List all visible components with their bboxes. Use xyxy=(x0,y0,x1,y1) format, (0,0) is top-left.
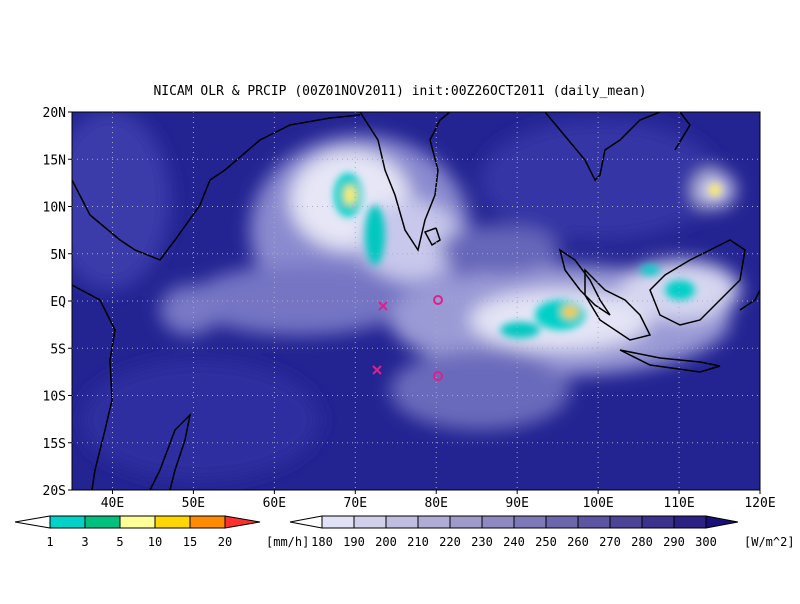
legend-swatch xyxy=(513,515,547,529)
lon-label: 80E xyxy=(424,496,447,511)
legend-swatch xyxy=(154,515,191,529)
x-marker xyxy=(372,365,382,375)
title: NICAM OLR & PRCIP (00Z01NOV2011) init:00… xyxy=(153,84,646,99)
legend-label: 3 xyxy=(81,535,88,549)
lon-label: 110E xyxy=(663,496,694,511)
legend-arrow xyxy=(705,515,739,529)
legend-label: 220 xyxy=(439,535,461,549)
legend-label: 300 xyxy=(695,535,717,549)
legend-label: 270 xyxy=(599,535,621,549)
legend-swatch xyxy=(577,515,611,529)
legend-swatch xyxy=(321,515,355,529)
lat-label: 20S xyxy=(43,484,66,499)
axis-labels: 20N 15N 10N 5N EQ 5S 10S 15S 20S 40E 50E 60E 70E 80E 9… xyxy=(43,106,776,511)
legend-swatch xyxy=(385,515,419,529)
lat-label: 15S xyxy=(43,437,66,452)
legend-swatch xyxy=(189,515,226,529)
legend-swatch xyxy=(449,515,483,529)
lon-label: 60E xyxy=(263,496,286,511)
legend-label: 280 xyxy=(631,535,653,549)
coastlines xyxy=(72,112,760,490)
legend-unit: [W/m^2] xyxy=(744,535,795,549)
lon-label: 50E xyxy=(182,496,205,511)
precip-field xyxy=(334,173,721,338)
legend-label: 1 xyxy=(46,535,53,549)
lon-label: 120E xyxy=(744,496,775,511)
lat-label: 15N xyxy=(43,153,66,168)
legend-label: 180 xyxy=(311,535,333,549)
legend-label: 5 xyxy=(116,535,123,549)
legend-label: 290 xyxy=(663,535,685,549)
lon-label: 90E xyxy=(505,496,528,511)
legend-label: 20 xyxy=(218,535,232,549)
color-legends: 1 3 5 10 15 20 [mm/h] 180 190 200 210 220 230 240 250 2… xyxy=(14,515,795,549)
legend-unit: [mm/h] xyxy=(266,535,309,549)
lat-label: 5S xyxy=(50,342,66,357)
lon-label: 40E xyxy=(101,496,124,511)
legend-label: 240 xyxy=(503,535,525,549)
lon-label: 70E xyxy=(344,496,367,511)
o-marker xyxy=(433,371,443,381)
legend-swatch xyxy=(119,515,156,529)
legend-swatch xyxy=(609,515,643,529)
legend-arrow xyxy=(14,515,51,529)
legend-swatch xyxy=(84,515,121,529)
legend-label: 15 xyxy=(183,535,197,549)
lat-label: EQ xyxy=(50,295,66,310)
legend-label: 230 xyxy=(471,535,493,549)
lat-label: 10S xyxy=(43,390,66,405)
legend-label: 210 xyxy=(407,535,429,549)
legend-swatch xyxy=(545,515,579,529)
o-marker xyxy=(433,295,443,305)
legend-label: 190 xyxy=(343,535,365,549)
x-marker xyxy=(378,301,388,311)
legend-arrow xyxy=(289,515,323,529)
legend-swatch xyxy=(641,515,675,529)
lat-label: 10N xyxy=(43,201,66,216)
legend-swatch xyxy=(353,515,387,529)
legend-swatch xyxy=(481,515,515,529)
markers xyxy=(372,295,443,381)
legend-label: 200 xyxy=(375,535,397,549)
legend-swatch xyxy=(49,515,86,529)
grid xyxy=(72,112,760,490)
map-area xyxy=(72,112,760,490)
legend-label: 250 xyxy=(535,535,557,549)
legend-swatch xyxy=(673,515,707,529)
lat-label: 5N xyxy=(50,248,66,263)
legend-swatch xyxy=(417,515,451,529)
lat-label: 20N xyxy=(43,106,66,121)
legend-label: 260 xyxy=(567,535,589,549)
lon-label: 100E xyxy=(582,496,613,511)
legend-arrow xyxy=(224,515,261,529)
legend-label: 10 xyxy=(148,535,162,549)
